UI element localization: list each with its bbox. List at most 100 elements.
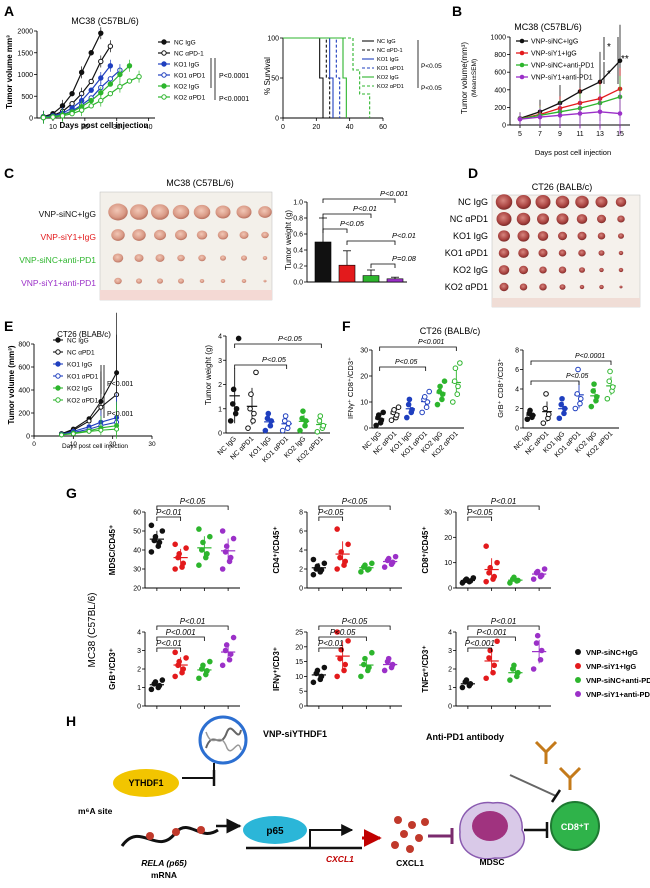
panel-f-right-y-tick-label: 6 [515,367,519,374]
panel-e-weight-y-tick-label: 1 [218,406,222,413]
panel-g-data-point [334,629,340,635]
tumor-specimen [172,204,190,220]
tumor-specimen [262,256,268,260]
panel-f-left-y-tick-label: 20 [360,374,368,381]
panel-b-x-tick-label: 13 [596,131,604,138]
panel-c-y-tick-label: 0.4 [293,248,303,255]
panel-g-data-point [463,576,470,582]
panel-e-weight-y-tick-label: 2 [218,382,222,389]
panel-e-weight-data-point [251,410,257,417]
panel-g-pval: P<0.001 [477,628,507,637]
panel-g-data-point [342,558,349,565]
panel-g-data-point [196,526,202,532]
panel-a-data-point [107,63,114,69]
panel-a-legend-marker [161,72,167,78]
panel-g-y-tick-label: 20 [295,644,303,651]
panel-g-data-point [360,661,367,668]
tumor-specimen [519,265,528,275]
panel-c-sig-bracket [346,240,396,245]
panel-a-ylabel: Tumor volume mm³ [5,35,14,109]
panel-g-data-point [183,655,189,661]
tumor-specimen [114,277,122,285]
panel-f-right-data-point [574,391,581,397]
panel-c-pval: P=0.08 [392,254,417,263]
panel-e-y-tick-label: 600 [18,365,30,372]
panel-g-data-point [490,669,496,676]
panel-c-bar [386,278,404,283]
tumor-specimen [618,250,624,256]
panel-g-pval: P<0.001 [465,639,495,648]
panel-a-x-tick-label: 10 [49,124,57,131]
antibody-label: Anti-PD1 antibody [426,732,504,742]
panel-a-y-tick-label: 1000 [17,72,33,79]
panel-a-data-point [136,73,142,80]
panel-g-data-point [345,541,351,548]
panel-g-legend-marker [575,649,581,655]
tumor-specimen [558,231,567,241]
panel-e-xlabel: Days post cell injection [62,443,128,450]
panel-g-pval: P<0.01 [156,508,182,517]
tumor-specimen [517,230,530,242]
panel-a-data-point [88,97,94,104]
panel-f-left-data-point [373,422,379,429]
panel-g-data-point [207,658,213,665]
panel-g-bracket [318,505,391,510]
panel-f-right-data-point [607,368,613,375]
panel-d-row-label: NC IgG [458,197,488,207]
panel-f-left-data-point [404,414,410,421]
panel-e-y-tick-label: 400 [18,388,30,395]
panel-a-surv-y-tick-label: 0 [275,116,279,123]
panel-d-row-label: KO2 αPD1 [445,282,488,292]
panel-a-data-point [98,97,104,104]
panel-g-ylabel: IFNγ⁺/CD3⁺ [272,647,281,691]
panel-b-data-point [517,116,523,122]
anti-pd1-antibody-icon [534,740,558,764]
panel-f-left-y-tick-label: 0 [364,426,368,433]
tumor-specimen [558,266,567,274]
m6a-site-dot [197,826,205,834]
panel-g-data-point [381,667,388,674]
panel-d-row-labels: NC IgG NC αPD1 KO1 IgG KO1 αPD1 KO2 IgG … [445,197,488,292]
panel-c-bar [314,241,332,283]
panel-b-x-tick-label: 11 [576,131,583,138]
tumor-specimen [498,248,510,258]
panel-g-y-tick-label: 4 [448,630,452,637]
tumor-specimen [518,248,529,258]
panel-f-left-bracket [379,346,457,351]
tumor-specimen [498,265,510,275]
panel-g-data-point [223,642,230,648]
panel-e-legend-marker [55,337,61,343]
tumor-specimen [199,279,205,283]
panel-g-y-tick-label: 5 [299,689,303,696]
panel-d-title: CT26 (BALB/c) [532,182,593,192]
panel-c-bar [338,264,356,283]
panel-a-legend-label: KO2 IgG [174,84,199,91]
panel-g-data-point [176,551,182,557]
panel-g-data-point [337,554,343,561]
panel-g-y-tick-label: 15 [295,659,303,666]
panel-c-pval: P<0.001 [380,189,408,198]
panel-f-right-y-tick-label: 8 [515,348,519,355]
panel-e-weight-data-point [300,408,306,414]
panel-g-data-point [152,679,159,685]
panel-e-weight-data-point [247,405,253,412]
panel-g-data-point [341,667,347,674]
tumor-specimen [495,194,513,210]
panel-a-data-point [59,113,66,119]
panel-f-right-data-point [542,405,549,412]
tumor-specimen [151,204,169,220]
panel-g-data-point [180,666,187,672]
panel-g-data-point [176,658,182,665]
panel-b-star-3: ** [621,54,629,65]
panel-a-surv-legend-label: KO2 αPD1 [377,84,404,90]
panel-e-weight-data-point [250,418,256,424]
panel-a-pval-1: P<0.0001 [219,73,249,80]
m6a-site-dot [172,828,180,836]
panel-g-y-tick-label: 1 [137,685,141,692]
panel-f-left-pval: P<0.05 [395,359,417,366]
panel-g-data-point [230,634,237,641]
panel-g-data-point [148,522,155,529]
panel-a-y-tick-label: 1500 [17,50,33,57]
cxcl1-dot [400,830,408,838]
panel-a-data-point [78,107,85,113]
